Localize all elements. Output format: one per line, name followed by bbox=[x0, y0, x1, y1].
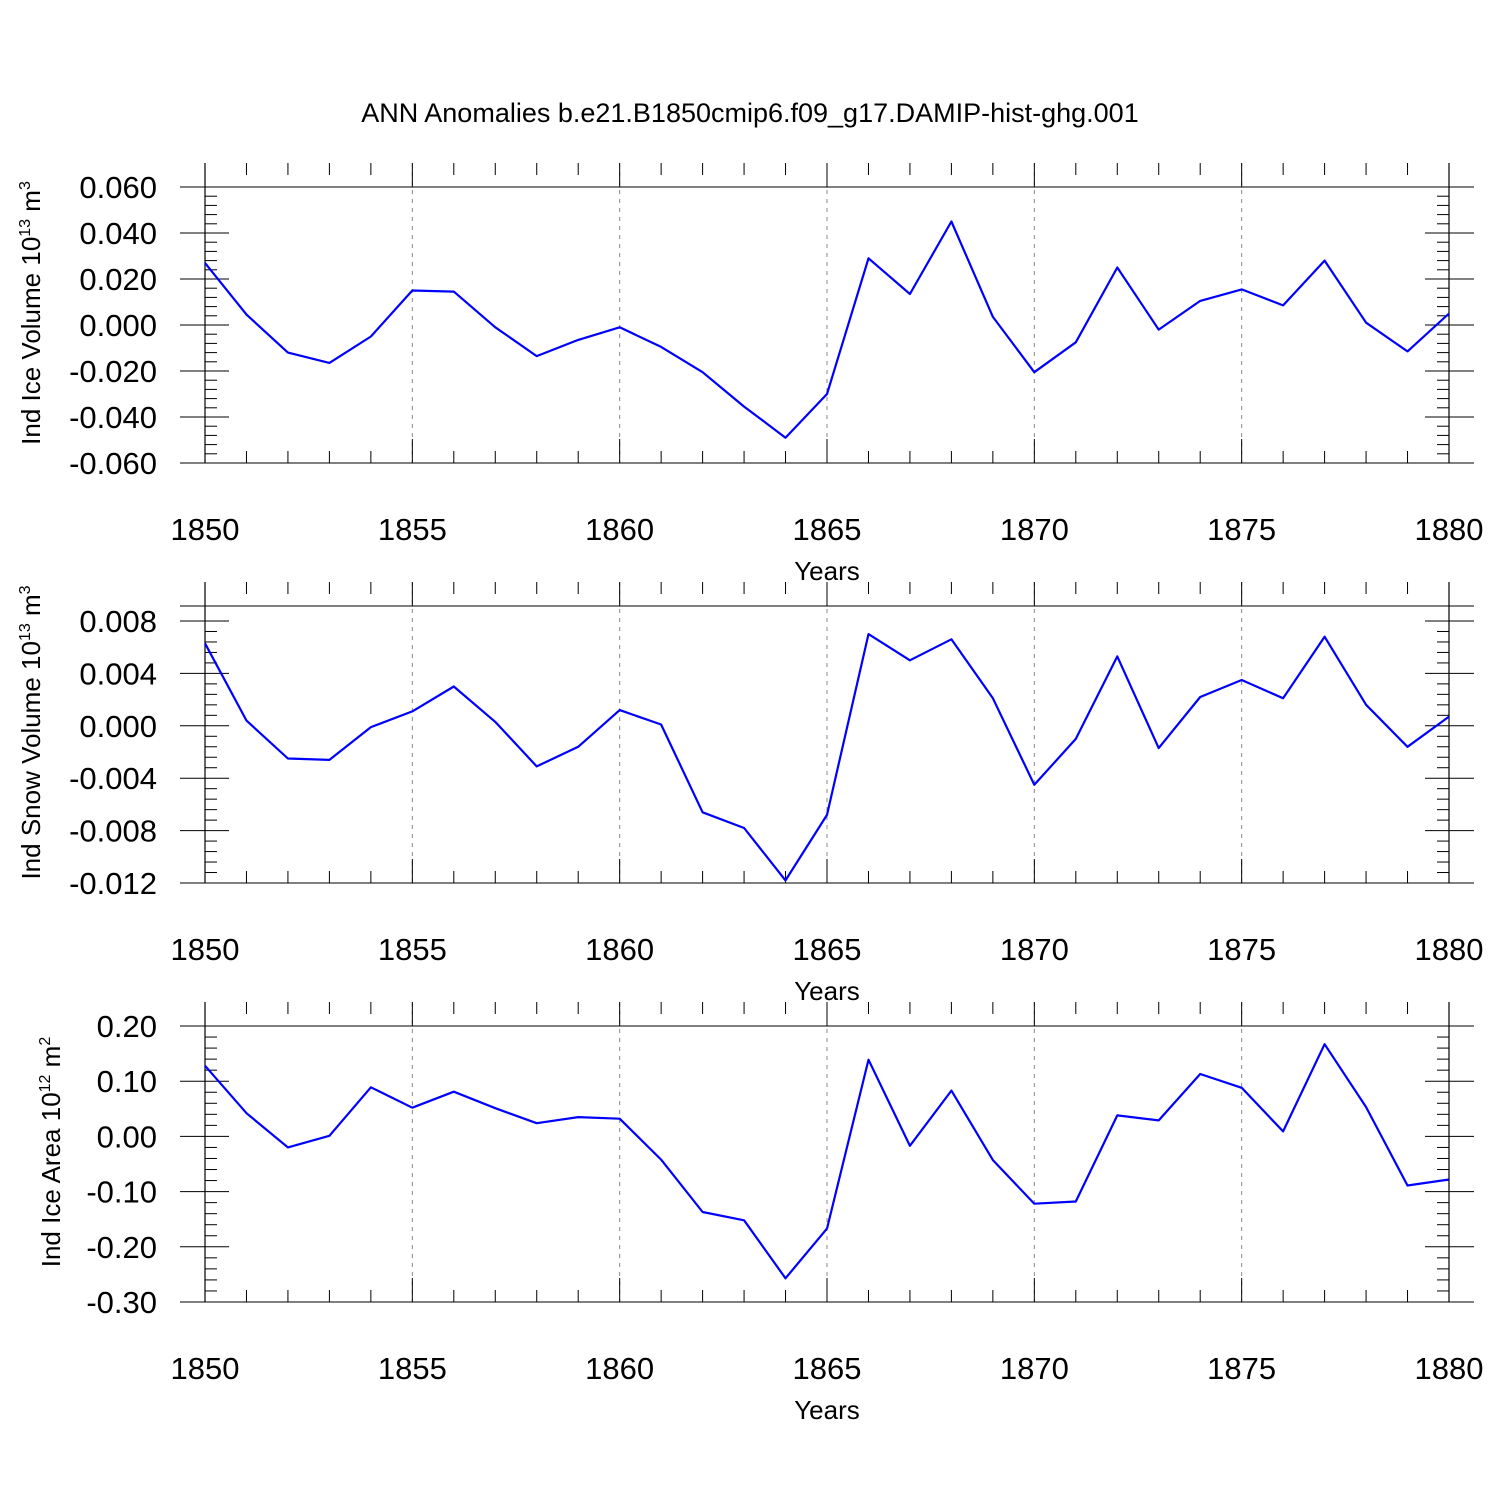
y-tick-label: 0.008 bbox=[79, 604, 157, 639]
y-tick-label: -0.012 bbox=[69, 866, 157, 901]
y-tick-label: -0.040 bbox=[69, 400, 157, 435]
y-tick-label: -0.30 bbox=[86, 1285, 157, 1320]
chart-panel-3: 0.20 0.10 0.00 -0.10 -0.20 -0.30 1850 1855 1860 1… bbox=[36, 1002, 1483, 1425]
x-tick-label: 1880 bbox=[1415, 1351, 1484, 1386]
x-tick-label: 1870 bbox=[1000, 512, 1069, 547]
x-tick-label: 1855 bbox=[378, 1351, 447, 1386]
x-tick-label: 1875 bbox=[1207, 932, 1276, 967]
x-axis-label: Years bbox=[794, 976, 860, 1006]
x-tick-label: 1850 bbox=[171, 512, 240, 547]
y-tick-label: 0.10 bbox=[97, 1064, 157, 1099]
x-tick-label: 1865 bbox=[793, 512, 862, 547]
y-tick-label: 0.060 bbox=[79, 170, 157, 205]
y-axis-label: Ind Snow Volume 1013 m3 bbox=[16, 585, 46, 879]
y-tick-label: 0.004 bbox=[79, 656, 157, 691]
x-tick-label: 1880 bbox=[1415, 512, 1484, 547]
y-tick-label: -0.004 bbox=[69, 761, 157, 796]
y-tick-label: -0.020 bbox=[69, 354, 157, 389]
y-tick-label: 0.000 bbox=[79, 308, 157, 343]
x-tick-label: 1855 bbox=[378, 932, 447, 967]
x-tick-label: 1860 bbox=[585, 932, 654, 967]
x-tick-label: 1850 bbox=[171, 1351, 240, 1386]
x-tick-label: 1865 bbox=[793, 932, 862, 967]
x-tick-label: 1880 bbox=[1415, 932, 1484, 967]
y-tick-label: 0.020 bbox=[79, 262, 157, 297]
x-tick-label: 1875 bbox=[1207, 1351, 1276, 1386]
y-axis-label: Ind Ice Area 1012 m2 bbox=[36, 1037, 66, 1268]
y-tick-label: 0.20 bbox=[97, 1009, 157, 1044]
x-tick-label: 1865 bbox=[793, 1351, 862, 1386]
x-tick-label: 1875 bbox=[1207, 512, 1276, 547]
y-axis-label: Ind Ice Volume 1013 m3 bbox=[16, 181, 46, 445]
chart-panel-2: 0.008 0.004 0.000 -0.004 -0.008 -0.012 1850 185… bbox=[16, 582, 1483, 1006]
x-tick-label: 1870 bbox=[1000, 1351, 1069, 1386]
y-tick-label: -0.008 bbox=[69, 814, 157, 849]
page-title: ANN Anomalies b.e21.B1850cmip6.f09_g17.D… bbox=[361, 98, 1139, 128]
y-tick-label: 0.00 bbox=[97, 1119, 157, 1154]
x-tick-label: 1860 bbox=[585, 1351, 654, 1386]
x-axis-label: Years bbox=[794, 556, 860, 586]
x-tick-label: 1870 bbox=[1000, 932, 1069, 967]
x-tick-label: 1860 bbox=[585, 512, 654, 547]
x-tick-label: 1855 bbox=[378, 512, 447, 547]
series-line bbox=[204, 1043, 1450, 1280]
y-tick-label: -0.20 bbox=[86, 1230, 157, 1265]
series-line bbox=[204, 632, 1450, 882]
y-tick-label: -0.10 bbox=[86, 1175, 157, 1210]
x-axis-label: Years bbox=[794, 1395, 860, 1425]
x-tick-label: 1850 bbox=[171, 932, 240, 967]
y-tick-label: 0.040 bbox=[79, 216, 157, 251]
y-tick-label: -0.060 bbox=[69, 446, 157, 481]
chart-panel-1: 0.060 0.040 0.020 0.000 -0.020 -0.040 -0.060 18… bbox=[16, 163, 1483, 586]
y-tick-label: 0.000 bbox=[79, 709, 157, 744]
